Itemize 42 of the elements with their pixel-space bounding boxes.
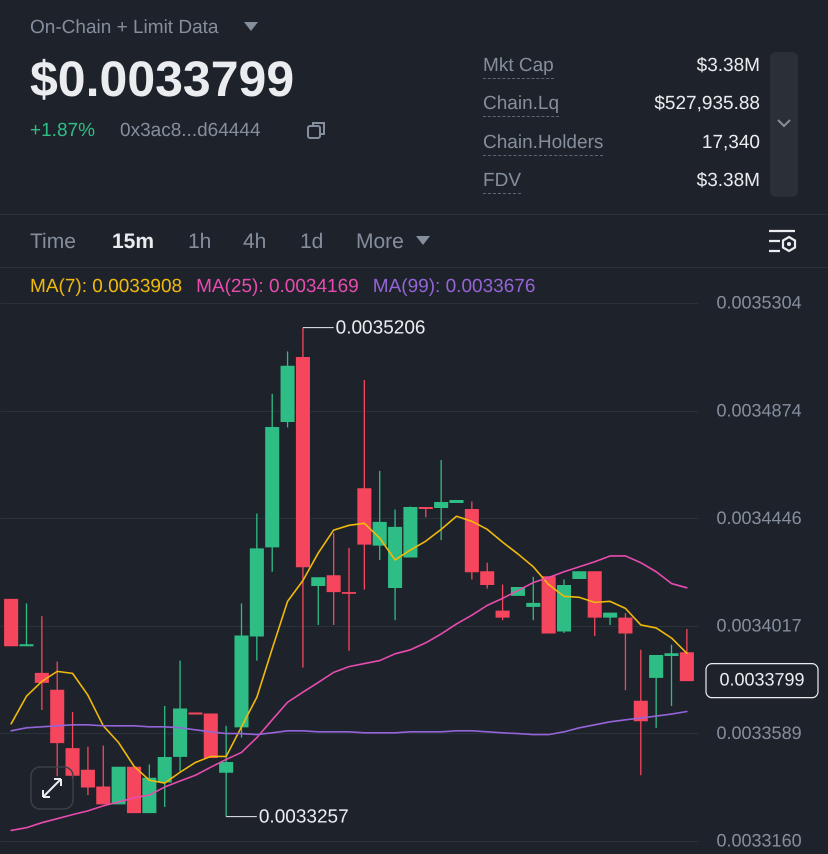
text: Mkt Cap bbox=[483, 55, 554, 79]
y-tick-label: 0.0034017 bbox=[716, 615, 802, 636]
text: Time bbox=[30, 230, 76, 253]
text: Chain.Lq bbox=[483, 93, 560, 117]
text: MA(99): 0.0033676 bbox=[372, 276, 536, 297]
candlestick bbox=[219, 725, 234, 818]
text: 17,340 bbox=[702, 132, 760, 153]
text: 1d bbox=[300, 230, 324, 253]
y-tick-label: 0.0035304 bbox=[716, 292, 802, 312]
candlestick bbox=[342, 547, 356, 652]
text: MA(7): 0.0033908 bbox=[30, 276, 182, 297]
annotation: 0.0033257 bbox=[258, 806, 349, 828]
text: Chain.Holders bbox=[483, 132, 604, 156]
text: 0x3ac8...d64444 bbox=[120, 120, 261, 141]
text: $0.0033799 bbox=[30, 51, 294, 107]
text: $3.38M bbox=[696, 55, 760, 76]
text: 0.0033799 bbox=[719, 670, 805, 690]
text: 15m bbox=[112, 230, 154, 253]
candlestick bbox=[19, 602, 34, 646]
text: FDV bbox=[483, 170, 521, 194]
text: More bbox=[356, 230, 404, 253]
candlestick bbox=[311, 577, 326, 626]
candlestick bbox=[526, 576, 540, 621]
candlestick bbox=[634, 649, 648, 776]
annotation: 0.0035206 bbox=[336, 318, 426, 339]
text: On-Chain + Limit Data bbox=[30, 17, 218, 38]
y-tick-label: 0.0033589 bbox=[716, 722, 802, 743]
text: $527,935.88 bbox=[654, 93, 760, 114]
text: $3.38M bbox=[696, 170, 760, 191]
candlestick bbox=[326, 532, 341, 626]
text: MA(25): 0.0034169 bbox=[196, 276, 359, 297]
candlestick bbox=[418, 506, 433, 518]
candlestick bbox=[496, 584, 510, 621]
text: +1.87% bbox=[30, 120, 95, 141]
line-series bbox=[10, 555, 688, 832]
text: 1h bbox=[188, 230, 212, 253]
y-tick-label: 0.0034446 bbox=[716, 508, 802, 528]
text: 4h bbox=[243, 230, 266, 253]
y-tick-label: 0.0033160 bbox=[716, 830, 802, 850]
candlestick bbox=[618, 612, 632, 691]
candlestick bbox=[603, 612, 618, 626]
y-tick-label: 0.0034874 bbox=[716, 400, 802, 420]
